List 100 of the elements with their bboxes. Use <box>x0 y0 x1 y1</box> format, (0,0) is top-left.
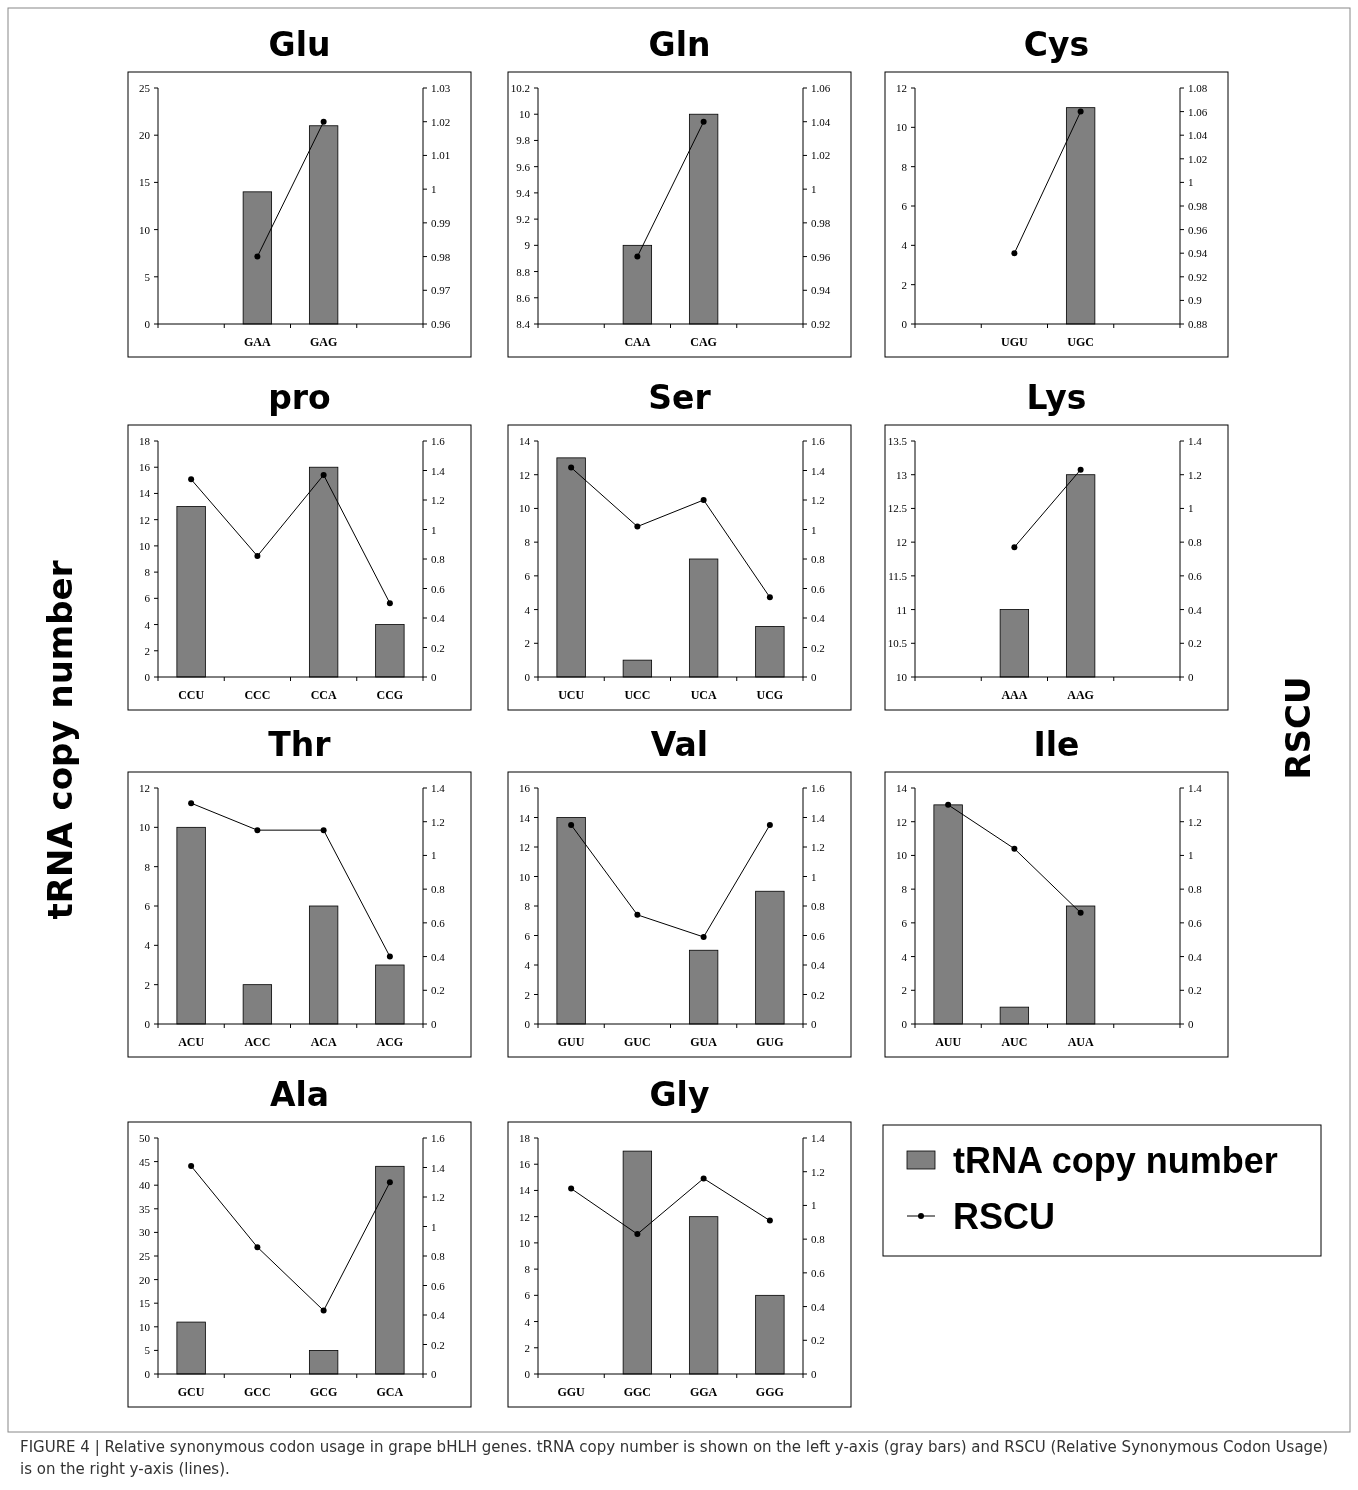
y-tick-label: 8 <box>901 883 908 896</box>
y-tick-label: 4 <box>901 239 908 252</box>
chart-title: Cys <box>1023 25 1090 64</box>
y-tick-label: 4 <box>524 959 531 971</box>
y2-tick-label: 0.4 <box>1188 950 1203 963</box>
y-tick-label: 4 <box>524 1315 531 1328</box>
y-tick-label: 10 <box>139 539 151 552</box>
y-tick-label: 18 <box>139 435 151 447</box>
y-tick-label: 14 <box>519 435 531 447</box>
y2-tick-label: 0 <box>811 1368 817 1380</box>
y-tick-label: 10 <box>519 502 531 515</box>
y2-tick-label: 1.6 <box>811 782 826 794</box>
y2-tick-label: 1 <box>431 523 437 536</box>
y2-tick-label: 0.6 <box>811 582 826 595</box>
point <box>766 1217 773 1224</box>
y-tick-label: 9.8 <box>516 134 531 147</box>
y2-tick-label: 1.02 <box>1188 152 1208 165</box>
y2-tick-label: 1.6 <box>431 1132 446 1144</box>
x-tick-label: GUC <box>624 1035 651 1049</box>
y-tick-label: 0 <box>524 671 531 683</box>
y2-tick-label: 1.04 <box>811 115 831 128</box>
y2-tick-label: 1 <box>431 183 437 196</box>
y-tick-label: 2 <box>524 1341 530 1354</box>
y2-tick-label: 1.08 <box>1188 82 1208 94</box>
y-tick-label: 12 <box>896 536 907 549</box>
y2-tick-label: 1 <box>811 1199 817 1212</box>
y2-tick-label: 0.98 <box>431 250 451 263</box>
y2-tick-label: 0.92 <box>811 318 831 330</box>
point <box>188 800 195 807</box>
y2-tick-label: 0.2 <box>811 988 825 1001</box>
y-tick-label: 35 <box>139 1202 151 1215</box>
y-tick-label: 8.6 <box>516 291 531 304</box>
y-tick-label: 2 <box>901 278 907 291</box>
y2-tick-label: 1 <box>811 523 817 536</box>
y2-tick-label: 0.2 <box>431 984 445 997</box>
y2-tick-label: 1.03 <box>431 82 451 94</box>
y2-tick-label: 1.4 <box>1188 435 1203 447</box>
y-tick-label: 15 <box>139 176 151 189</box>
y2-tick-label: 1.4 <box>431 1161 446 1174</box>
y2-tick-label: 0.8 <box>811 553 826 565</box>
y-tick-label: 4 <box>901 950 908 963</box>
y2-tick-label: 1.01 <box>431 149 451 162</box>
chart-title: Ala <box>269 1075 330 1114</box>
y2-tick-label: 0 <box>1188 671 1194 683</box>
x-tick-label: CAG <box>690 335 717 349</box>
y2-tick-label: 1.2 <box>811 1165 825 1178</box>
y-tick-label: 25 <box>139 82 151 94</box>
y-tick-label: 8 <box>524 1263 531 1276</box>
y2-axis-title: RSCU <box>1278 676 1318 780</box>
y-tick-label: 10 <box>896 121 908 134</box>
point <box>700 1175 707 1182</box>
y-tick-label: 40 <box>139 1179 151 1192</box>
x-tick-label: GCU <box>177 1385 205 1399</box>
x-tick-label: UCC <box>624 688 651 702</box>
y2-tick-label: 0.8 <box>1188 883 1203 896</box>
y-tick-label: 25 <box>139 1250 151 1262</box>
y2-tick-label: 0.96 <box>1188 223 1208 236</box>
y-tick-label: 0 <box>144 1368 151 1380</box>
y2-tick-label: 0.4 <box>431 612 446 624</box>
y-tick-label: 12 <box>896 82 907 94</box>
y2-tick-label: 0.96 <box>431 318 451 330</box>
y2-tick-label: 0.8 <box>1188 536 1203 549</box>
y2-tick-label: 1 <box>431 1220 437 1233</box>
y-tick-label: 50 <box>139 1132 151 1144</box>
y-tick-label: 8 <box>524 536 531 549</box>
x-tick-label: ACC <box>244 1035 271 1049</box>
point <box>766 821 773 828</box>
y-tick-label: 15 <box>139 1297 151 1310</box>
y2-tick-label: 0.6 <box>431 916 446 929</box>
y-tick-label: 8 <box>524 900 531 912</box>
y-tick-label: 8 <box>144 566 151 579</box>
y2-tick-label: 1.02 <box>431 115 451 128</box>
y2-tick-label: 0.98 <box>811 216 831 229</box>
point <box>188 476 195 483</box>
y-tick-label: 14 <box>519 811 531 824</box>
chart-title: Lys <box>1026 378 1087 417</box>
y2-tick-label: 0.92 <box>1188 270 1208 283</box>
x-tick-label: UCG <box>756 688 784 702</box>
y2-tick-label: 1.06 <box>811 82 831 94</box>
x-tick-label: GCG <box>309 1385 338 1399</box>
x-tick-label: ACA <box>310 1035 337 1049</box>
y2-tick-label: 1.4 <box>811 1132 826 1144</box>
point <box>254 827 261 834</box>
x-tick-label: AUC <box>1001 1035 1028 1049</box>
y-tick-label: 10.5 <box>887 637 908 650</box>
y-tick-label: 8.8 <box>516 265 531 278</box>
y2-tick-label: 0.9 <box>1188 294 1203 307</box>
point <box>1011 845 1018 852</box>
y2-tick-label: 0.6 <box>811 1266 826 1279</box>
y2-tick-label: 0 <box>1188 1018 1194 1030</box>
y2-tick-label: 1.4 <box>1188 782 1203 794</box>
point <box>568 821 575 828</box>
y2-tick-label: 0.94 <box>1188 247 1208 260</box>
x-tick-label: GGC <box>623 1385 652 1399</box>
y-tick-label: 12 <box>139 782 150 794</box>
y2-tick-label: 0.94 <box>811 284 831 297</box>
y2-tick-label: 1 <box>811 870 817 883</box>
y-tick-label: 5 <box>144 1344 151 1357</box>
x-tick-label: GCA <box>376 1385 404 1399</box>
y2-tick-label: 1.04 <box>1188 129 1208 142</box>
